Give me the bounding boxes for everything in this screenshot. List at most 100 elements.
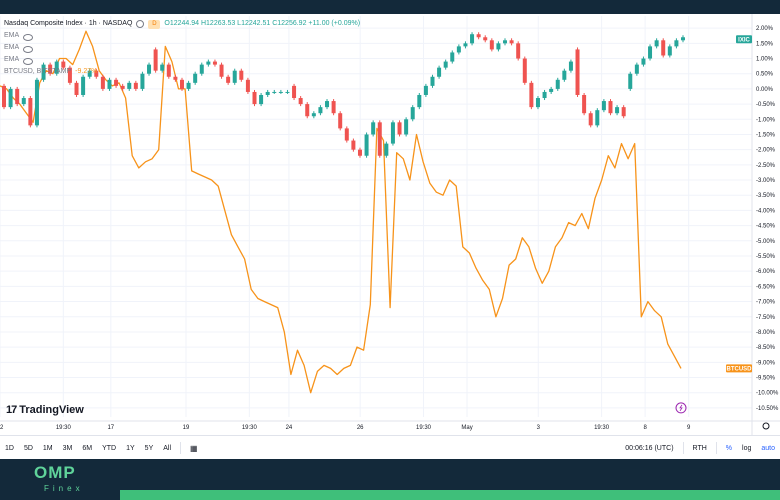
range-3m[interactable]: 3M [62,444,73,452]
range-all[interactable]: All [163,444,172,452]
eye-icon[interactable] [23,57,34,65]
y-tick-label: -4.00% [756,208,776,214]
y-tick-label: -9.50% [756,376,776,382]
date-range-icon[interactable]: ▦ [190,443,198,453]
candle-body [529,82,534,108]
candle-body [48,64,53,74]
candle-body [265,91,270,95]
footer-accent-bar [120,490,780,500]
candle-body [179,79,184,89]
indicator-row-2[interactable]: EMA [4,42,360,54]
candle-body [681,37,685,41]
candle-body [74,82,79,95]
candle-body [384,143,389,156]
tradingview-mark-icon: 17 [6,404,17,416]
y-tick-label: -7.00% [756,300,776,306]
x-tick-label: 3 [537,425,541,431]
symbol-title[interactable]: Nasdaq Composite Index · 1h · NASDAQ [4,20,133,27]
range-1d[interactable]: 1D [5,444,14,452]
clock-display[interactable]: 00:06:16 (UTC) [625,444,674,452]
candle-body [133,82,138,89]
y-tick-label: -0.50% [756,102,776,108]
percent-scale-button[interactable]: % [725,444,733,452]
brand-subtitle: Finex [44,484,84,493]
x-tick-label: 19:30 [416,425,432,431]
candle-body [549,88,554,92]
candle-body [371,122,376,135]
y-tick-label: -3.00% [756,178,776,184]
candle-body [489,40,494,50]
btc-price-tag: BTCUSD [727,366,753,372]
candle-body [476,34,481,38]
indicator-label: EMA [4,32,20,39]
candle-body [120,85,125,89]
candle-body [28,98,33,126]
symbol-row[interactable]: Nasdaq Composite Index · 1h · NASDAQ D O… [4,18,360,30]
candle-body [562,70,567,80]
y-tick-label: 1.50% [756,41,774,47]
x-tick-label: 19:30 [56,425,72,431]
candle-body [153,49,158,71]
y-tick-label: -2.00% [756,148,776,154]
range-ytd[interactable]: YTD [102,444,117,452]
candle-body [41,64,46,80]
candle-body [634,64,639,74]
range-5y[interactable]: 5Y [144,444,154,452]
nasdaq-price-badge [736,35,752,44]
toolbar-divider [180,442,182,454]
candle-body [292,85,297,99]
candle-body [252,91,257,105]
candle-body [212,61,217,65]
x-tick-label: 9 [687,425,691,431]
candle-body [100,76,105,89]
candle-body [463,43,468,47]
candle-body [542,91,547,99]
log-scale-button[interactable]: log [742,444,752,452]
indicator-row-3[interactable]: EMA [4,54,360,66]
candle-body [166,64,171,77]
candle-body [8,88,13,108]
y-tick-label: -2.50% [756,163,776,169]
y-tick-label: -5.00% [756,239,776,245]
indicator-row-1[interactable]: EMA [4,30,360,42]
x-tick-label: 17 [107,425,114,431]
candle-body [404,119,409,135]
eye-icon[interactable] [23,45,34,53]
compare-row[interactable]: BTCUSD, BITSTAMP -9.27% [4,66,360,78]
candle-body [621,107,626,117]
compare-value: -9.27% [75,68,98,75]
candle-body [443,61,448,68]
candle-body [661,40,666,56]
candle-body [648,46,653,59]
candle-body [114,79,119,86]
candle-body [259,94,264,105]
candle-body [67,67,72,83]
candle-body [2,85,6,108]
tradingview-logo[interactable]: 17 TradingView [6,404,84,416]
candle-body [15,88,20,105]
candle-body [397,122,402,135]
x-tick-label: 19:30 [594,425,610,431]
y-tick-label: 0.00% [756,87,774,93]
x-tick-label: 12 [0,425,4,431]
range-1m[interactable]: 1M [42,444,53,452]
chart-canvas[interactable]: 2.00% 1.50% 1.00% 0.50% 0.00% -0.50% -1.00% -1.… [0,14,780,435]
y-tick-label: -3.50% [756,193,776,199]
candle-body [285,91,290,93]
range-6m[interactable]: 6M [82,444,93,452]
range-5d[interactable]: 5D [23,444,33,452]
session-button[interactable]: RTH [692,444,707,452]
timeframe-badge[interactable]: D [148,19,161,29]
candle-body [377,122,382,156]
candle-body [311,113,316,117]
y-tick-label: -8.00% [756,330,776,336]
candle-body [588,113,593,126]
eye-icon[interactable] [23,33,34,41]
y-tick-label: -1.50% [756,132,776,138]
auto-scale-button[interactable]: auto [761,444,775,452]
candle-body [140,73,145,89]
candle-body [147,64,152,74]
candle-body [615,107,620,114]
range-1y[interactable]: 1Y [126,444,135,452]
candle-body [107,79,112,89]
